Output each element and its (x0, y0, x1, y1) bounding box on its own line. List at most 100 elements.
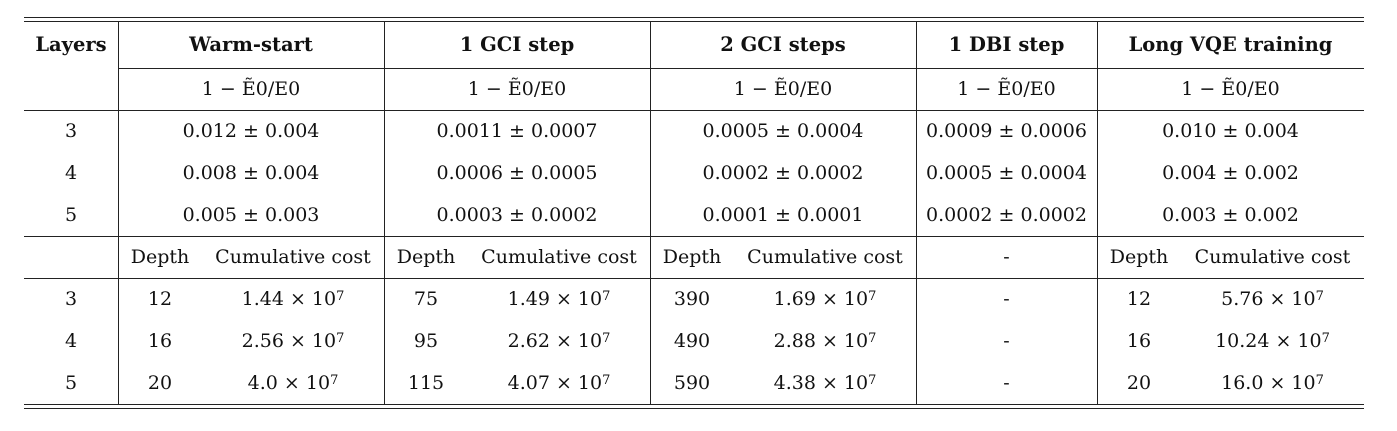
cost-header-depth: Depth (1109, 245, 1169, 268)
cost-cell: 16.0 × 10 7 (1221, 371, 1324, 394)
depth-cell-text: 20 (147, 371, 173, 394)
energy-value-cell-text: 0.008 ± 0.004 (182, 161, 320, 184)
depth-cell: 20 (118, 362, 202, 404)
cost-cell-text: 4.0 × 10 (247, 371, 331, 394)
cost-header-cumulative: Cumulative cost (215, 245, 371, 268)
energy-value-cell: 0.0002 ± 0.0002 (650, 152, 916, 194)
depth-cell-text: 12 (1126, 287, 1152, 310)
energy-value-cell-text: 0.0005 ± 0.0004 (926, 161, 1087, 184)
cost-header-depth: Depth (662, 245, 722, 268)
cost-cell-text: 2.62 × 10 (507, 329, 603, 352)
metric-label: 1 − Ẽ0/E0 (467, 77, 567, 100)
energy-value-cell-text: 0.010 ± 0.004 (1162, 119, 1299, 142)
cost-cell: 2.56 × 10 7 (241, 329, 345, 352)
depth-cell: 590 (650, 362, 734, 404)
results-table: Layers Warm-start 1 GCI step 2 GCI steps… (24, 17, 1364, 412)
energy-value-cell: 0.0003 ± 0.0002 (384, 194, 650, 236)
cost-cell: 1.44 × 10 7 (241, 287, 345, 310)
cost-cell-text: 4.07 × 10 (507, 371, 603, 394)
cost-cell-text: 2.88 × 10 (773, 329, 869, 352)
energy-value-cell-text: 0.0005 ± 0.0004 (702, 119, 864, 142)
layers-cell-text: 4 (64, 329, 78, 352)
cost-header-cumulative: Cumulative cost (747, 245, 903, 268)
cost-cell: 1.49 × 10 7 (507, 287, 611, 310)
dbi-cell: - (916, 320, 1097, 362)
header-long-vqe: Long VQE training (1128, 32, 1333, 56)
rule-above-cost-header (24, 236, 1364, 237)
energy-value-cell-text: 0.003 ± 0.002 (1162, 203, 1299, 226)
depth-cell-text: 95 (413, 329, 439, 352)
rule-below-metric (24, 110, 1364, 111)
layers-cell-text: 3 (64, 287, 78, 310)
depth-cell-text: 590 (673, 371, 711, 394)
energy-value-cell: 0.010 ± 0.004 (1097, 110, 1364, 152)
depth-cell-text: 115 (407, 371, 445, 394)
energy-value-cell-text: 0.0003 ± 0.0002 (436, 203, 598, 226)
layers-cell-text: 4 (64, 161, 78, 184)
cost-cell-text: 1.69 × 10 (773, 287, 869, 310)
energy-value-cell: 0.0009 ± 0.0006 (916, 110, 1097, 152)
energy-value-cell-text: 0.0011 ± 0.0007 (436, 119, 598, 142)
bottom-rule-1 (24, 404, 1364, 405)
energy-value-cell-text: 0.012 ± 0.004 (182, 119, 320, 142)
cost-header-dash: - (1003, 245, 1010, 268)
depth-cell: 12 (1097, 278, 1181, 320)
cost-cell-text: 10.24 × 10 (1215, 329, 1322, 352)
cost-cell: 1.69 × 10 7 (773, 287, 877, 310)
layers-cell-text: 3 (64, 119, 78, 142)
energy-value-cell-text: 0.0009 ± 0.0006 (926, 119, 1087, 142)
depth-cell: 115 (384, 362, 468, 404)
layers-cell: 4 (24, 320, 118, 362)
cost-cell: 10.24 × 10 7 (1215, 329, 1330, 352)
cost-header-cumulative: Cumulative cost (481, 245, 637, 268)
depth-cell: 390 (650, 278, 734, 320)
rule-below-cost-header (24, 278, 1364, 279)
top-rule-1 (24, 17, 1364, 18)
col-sep-2 (384, 21, 385, 404)
dbi-cell-text: - (1003, 329, 1010, 352)
metric-label: 1 − Ẽ0/E0 (201, 77, 301, 100)
energy-value-cell-text: 0.0006 ± 0.0005 (436, 161, 598, 184)
depth-cell: 75 (384, 278, 468, 320)
top-rule-2 (24, 21, 1364, 22)
cost-cell: 4.0 × 10 7 (247, 371, 339, 394)
depth-cell-text: 490 (673, 329, 711, 352)
energy-value-cell-text: 0.0002 ± 0.0002 (702, 161, 864, 184)
cost-cell-text: 2.56 × 10 (241, 329, 337, 352)
layers-cell: 3 (24, 110, 118, 152)
metric-label: 1 − Ẽ0/E0 (1181, 77, 1280, 100)
energy-value-cell-text: 0.0002 ± 0.0002 (926, 203, 1087, 226)
depth-cell-text: 16 (1126, 329, 1152, 352)
layers-cell: 4 (24, 152, 118, 194)
layers-cell-text: 5 (64, 203, 78, 226)
metric-label: 1 − Ẽ0/E0 (733, 77, 833, 100)
header-1-gci-step: 1 GCI step (459, 32, 575, 56)
cost-cell: 5.76 × 10 7 (1221, 287, 1324, 310)
cost-cell-text: 1.44 × 10 (241, 287, 337, 310)
bottom-rule-2 (24, 408, 1364, 409)
energy-value-cell: 0.0002 ± 0.0002 (916, 194, 1097, 236)
energy-value-cell: 0.0011 ± 0.0007 (384, 110, 650, 152)
cost-header-depth: Depth (396, 245, 456, 268)
col-sep-4 (916, 21, 917, 404)
energy-value-cell: 0.0005 ± 0.0004 (650, 110, 916, 152)
dbi-cell-text: - (1003, 371, 1010, 394)
energy-value-cell: 0.003 ± 0.002 (1097, 194, 1364, 236)
depth-cell: 490 (650, 320, 734, 362)
col-sep-3 (650, 21, 651, 404)
depth-cell: 20 (1097, 362, 1181, 404)
depth-cell-text: 12 (147, 287, 173, 310)
header-warm-start: Warm-start (189, 32, 313, 56)
cost-cell-text: 1.49 × 10 (507, 287, 603, 310)
cost-header-depth: Depth (130, 245, 190, 268)
layers-cell: 3 (24, 278, 118, 320)
energy-value-cell: 0.008 ± 0.004 (118, 152, 384, 194)
cost-cell: 4.38 × 10 7 (773, 371, 877, 394)
depth-cell-text: 75 (413, 287, 439, 310)
energy-value-cell: 0.0005 ± 0.0004 (916, 152, 1097, 194)
depth-cell: 95 (384, 320, 468, 362)
cost-cell: 2.62 × 10 7 (507, 329, 611, 352)
energy-value-cell-text: 0.0001 ± 0.0001 (702, 203, 864, 226)
cost-cell-text: 4.38 × 10 (773, 371, 869, 394)
depth-cell-text: 16 (147, 329, 173, 352)
